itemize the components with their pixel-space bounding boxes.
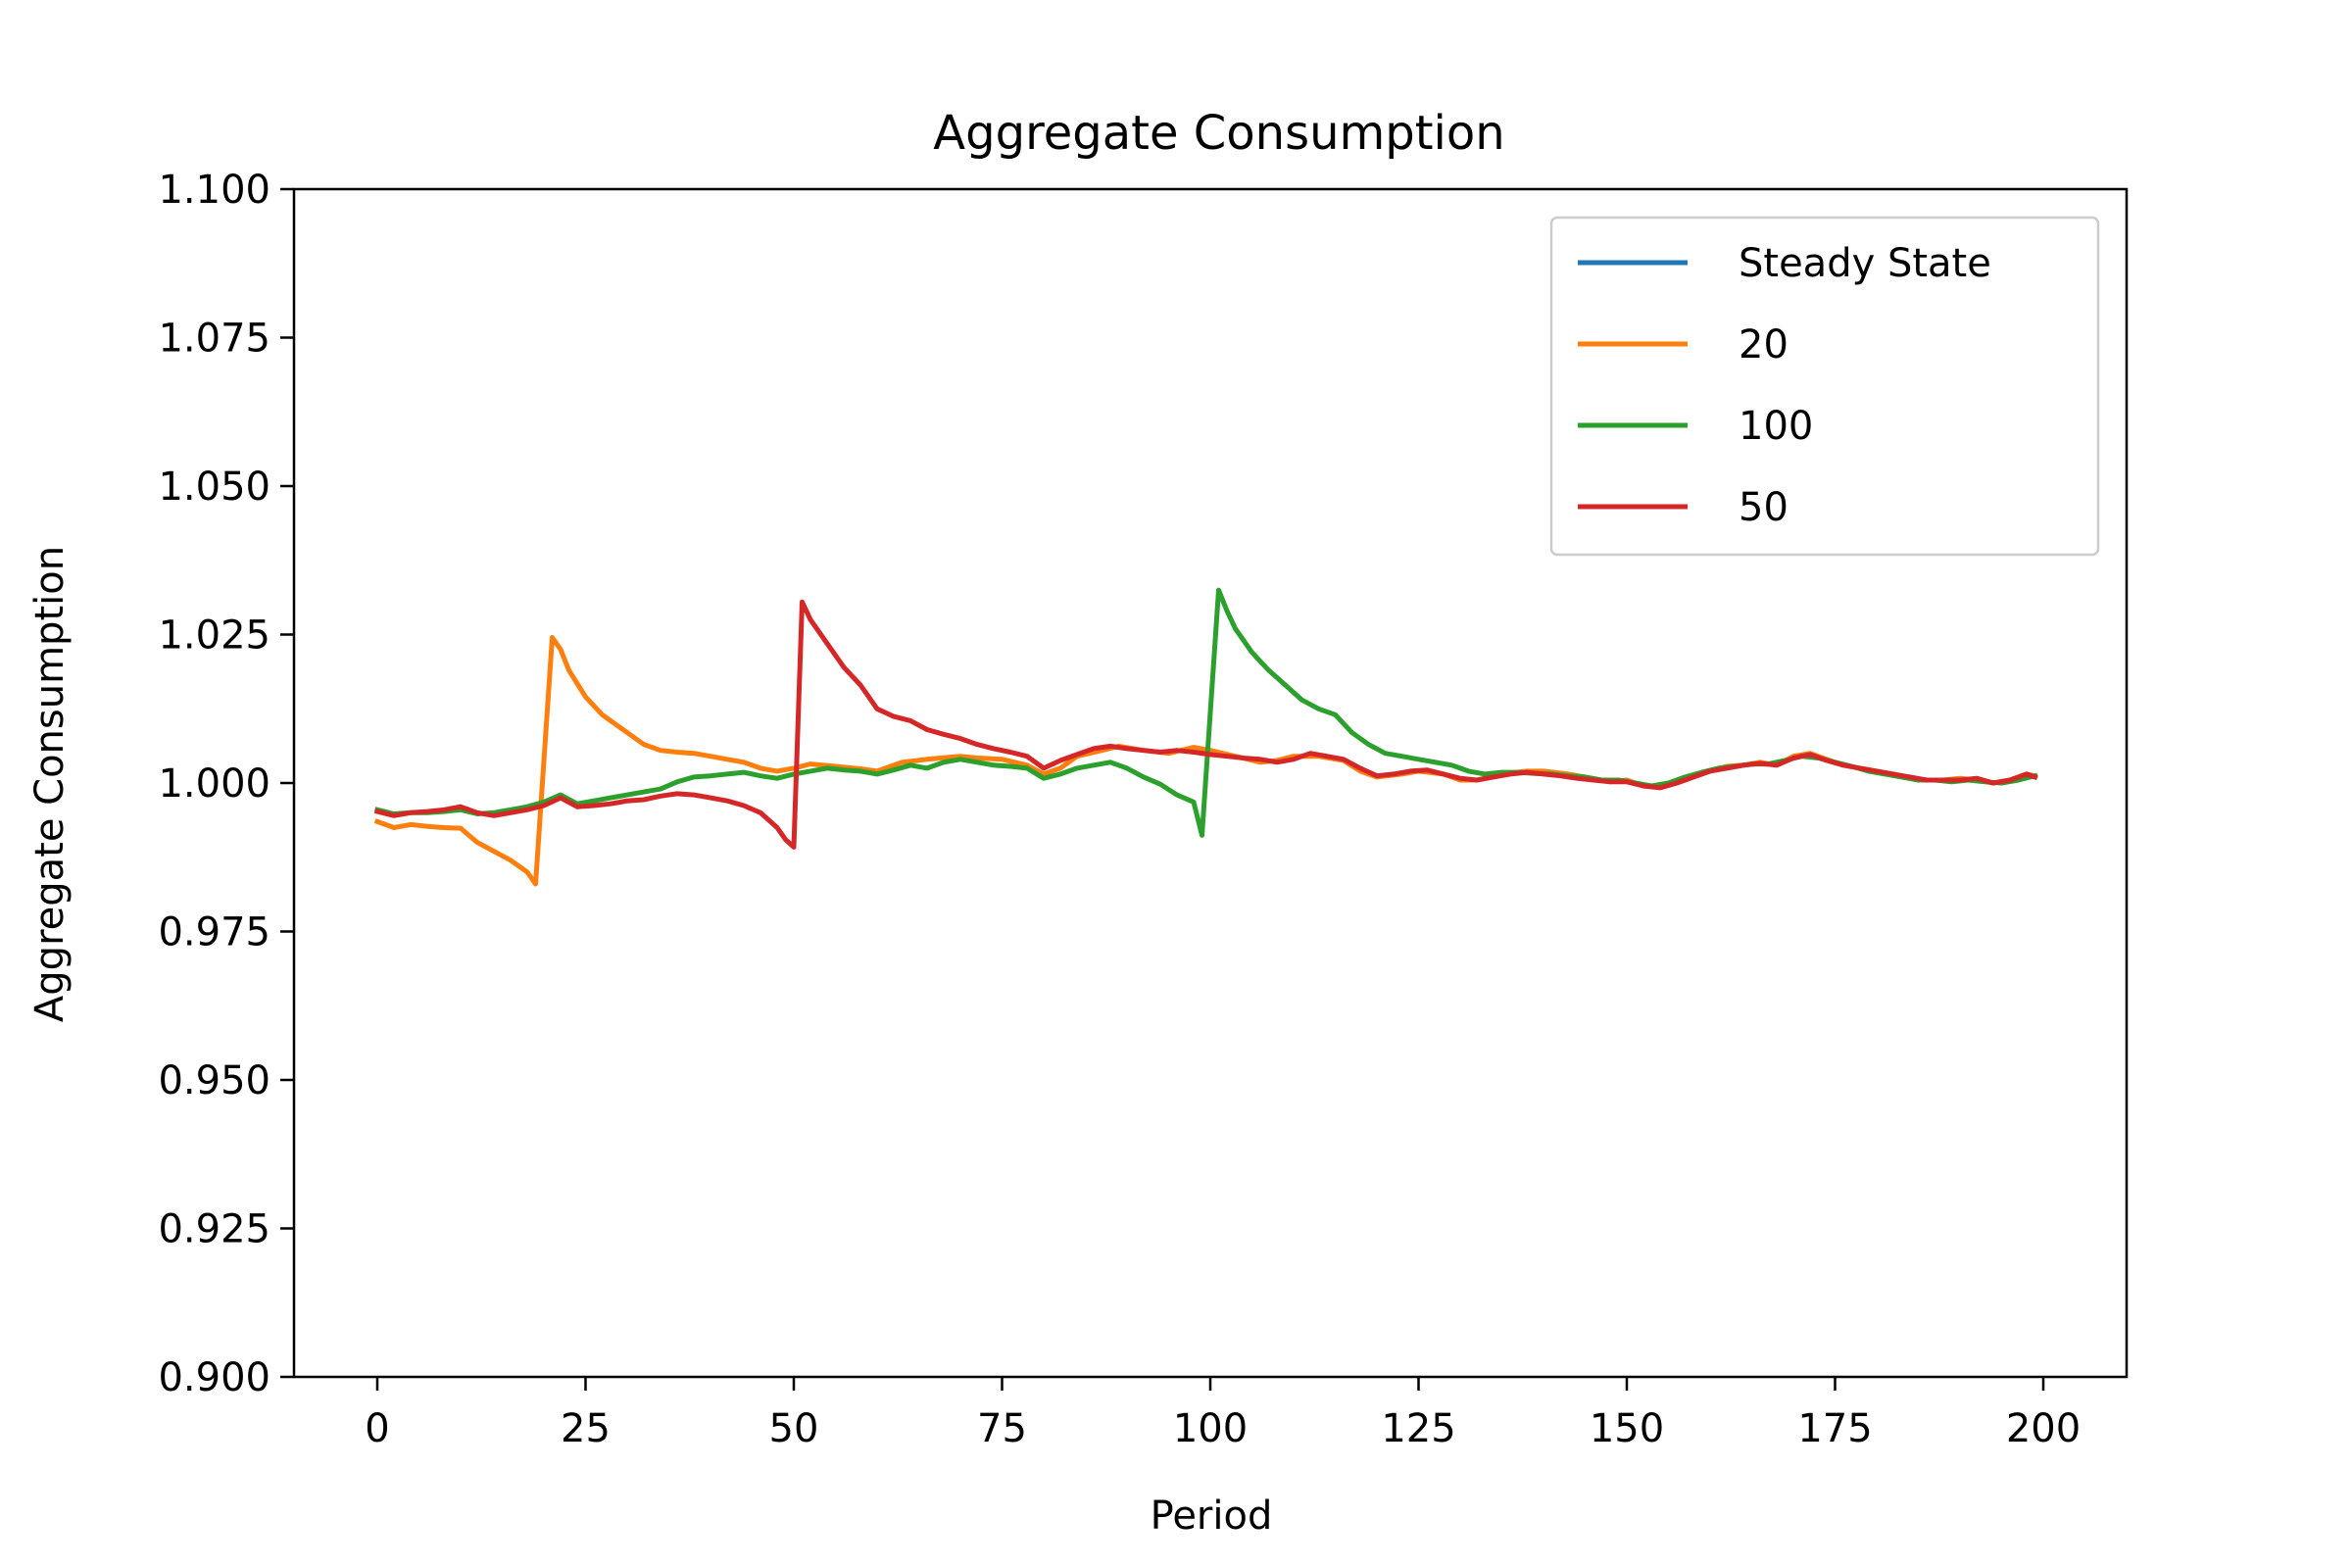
y-tick-label: 0.900: [158, 1355, 270, 1400]
y-tick-label: 1.100: [158, 168, 270, 213]
x-tick-label: 50: [769, 1406, 819, 1451]
y-tick-label: 0.925: [158, 1207, 270, 1252]
y-tick-label: 0.975: [158, 910, 270, 956]
legend: Steady State 20 100 50: [1549, 216, 2100, 557]
chart-title: Aggregate Consumption: [933, 106, 1504, 161]
x-axis-label: Period: [1151, 1494, 1273, 1539]
series-line-50: [373, 599, 2038, 850]
legend-box: [1549, 216, 2100, 557]
y-tick-label: 0.950: [158, 1058, 270, 1103]
legend-label: 20: [1739, 322, 1788, 368]
y-tick-label: 1.050: [158, 465, 270, 510]
x-tick-label: 150: [1590, 1406, 1664, 1451]
legend-label: 100: [1739, 404, 1813, 449]
legend-label: Steady State: [1739, 241, 1991, 286]
x-tick-label: 200: [2006, 1406, 2081, 1451]
y-tick-label: 1.075: [158, 317, 270, 362]
x-tick-label: 75: [977, 1406, 1027, 1451]
x-tick-label: 175: [1797, 1406, 1872, 1451]
x-axis: 0 25 50 75 100 125 150 175 200: [365, 1377, 2081, 1451]
x-tick-label: 25: [561, 1406, 611, 1451]
x-tick-label: 100: [1173, 1406, 1248, 1451]
y-tick-label: 1.025: [158, 613, 270, 659]
y-axis-label: Aggregate Consumption: [27, 546, 73, 1022]
y-axis: 0.900 0.925 0.950 0.975 1.000 1.025 1.050 1.075…: [158, 168, 294, 1400]
plot-area: [373, 587, 2038, 887]
y-tick-label: 1.000: [158, 761, 270, 807]
x-tick-label: 0: [365, 1406, 389, 1451]
x-tick-label: 125: [1381, 1406, 1455, 1451]
legend-label: 50: [1739, 485, 1788, 530]
